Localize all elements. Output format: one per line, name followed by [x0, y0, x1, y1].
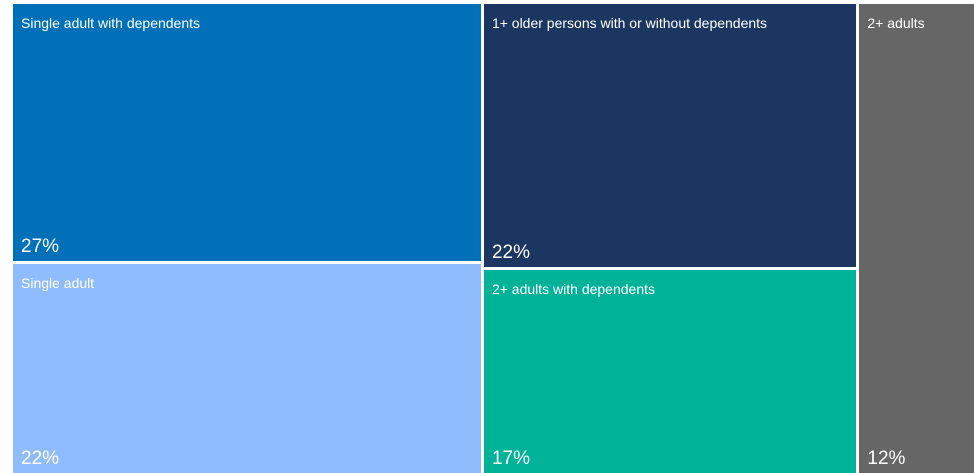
tile-single-adult-with-dependents: Single adult with dependents 27% [13, 4, 481, 261]
tile-label: 1+ older persons with or without depende… [491, 15, 768, 31]
tile-label: 2+ adults with dependents [491, 280, 656, 297]
tile-label: Single adult with dependents [21, 15, 201, 31]
tile-two-plus-adults: 2+ adults 12% [859, 4, 974, 473]
tile-value: 27% [21, 235, 60, 257]
tile-two-plus-adults-with-dependents: 2+ adults with dependents 17% [483, 269, 857, 473]
tile-value: 22% [491, 241, 530, 263]
tile-label: Single adult [21, 274, 95, 291]
tile-label: 2+ adults [867, 15, 925, 31]
tile-single-adult: Single adult 22% [13, 263, 481, 473]
treemap-chart: Single adult with dependents 27% Single … [13, 4, 974, 473]
tile-value: 17% [491, 447, 530, 469]
tile-value: 22% [21, 447, 60, 469]
tile-value: 12% [867, 448, 906, 469]
tile-older-persons: 1+ older persons with or without depende… [483, 4, 857, 267]
